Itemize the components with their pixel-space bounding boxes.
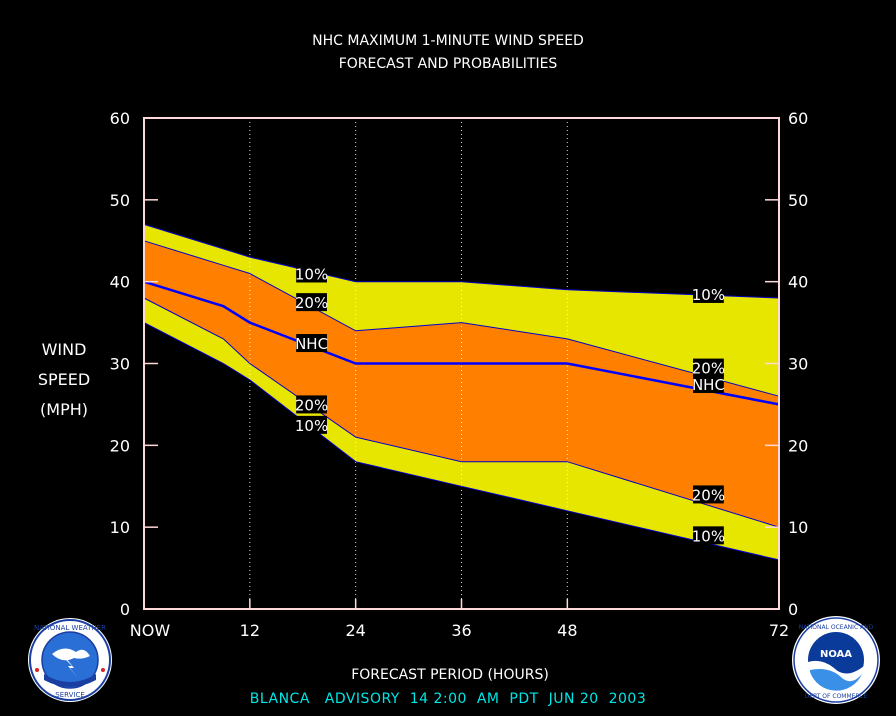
band-label-5: 10% [692, 286, 725, 304]
x-tick-label-72: 72 [769, 621, 789, 640]
band-label-bg-5 [693, 284, 724, 303]
x-tick-label-48: 48 [557, 621, 577, 640]
band-label-bg-7 [693, 374, 724, 393]
nws-logo-icon: NATIONAL WEATHER SERVICE [28, 618, 112, 702]
axis-ticks: 0 0 10 10 20 20 30 30 40 40 50 50 60 60 NOW 12 24 36 48 72 [110, 109, 809, 640]
y-tick-label-left-0: 0 [120, 600, 130, 619]
y-tick-label-right-20: 20 [788, 436, 808, 455]
advisory-footer: BLANCA ADVISORY 14 2:00 AM PDT JUN 20 20… [250, 691, 646, 707]
y-tick-label-left-60: 60 [110, 109, 130, 128]
y-tick-label-right-40: 40 [788, 273, 808, 292]
band-label-8: 20% [692, 486, 725, 504]
y-axis-label-line2: SPEED [38, 370, 90, 389]
x-tick-label-12: 12 [240, 621, 260, 640]
x-tick-label-now: NOW [130, 621, 171, 640]
series-line-lower-20pct [143, 297, 780, 528]
band-label-4: 10% [295, 417, 328, 435]
y-tick-label-left-50: 50 [110, 191, 130, 210]
y-axis-label-line3: (MPH) [40, 400, 88, 419]
noaa-logo-icon: NOAA NATIONAL OCEANIC AND DEPT OF COMMER… [792, 616, 880, 704]
y-tick-label-right-60: 60 [788, 109, 808, 128]
chart-title-line2: FORECAST AND PROBABILITIES [339, 56, 558, 72]
y-tick-label-right-30: 30 [788, 355, 808, 374]
svg-text:NOAA: NOAA [820, 649, 852, 660]
svg-text:DEPT OF COMMERCE: DEPT OF COMMERCE [805, 693, 868, 700]
y-tick-label-left-30: 30 [110, 355, 130, 374]
y-axis-label-line1: WIND [42, 340, 87, 359]
y-tick-label-left-10: 10 [110, 518, 130, 537]
band-label-bg-4 [296, 415, 327, 434]
svg-text:NATIONAL WEATHER: NATIONAL WEATHER [34, 624, 106, 632]
band-label-bg-0 [296, 264, 327, 283]
y-tick-label-left-20: 20 [110, 436, 130, 455]
y-tick-label-right-0: 0 [788, 600, 798, 619]
series-line-nhc [143, 280, 780, 406]
chart-title-line1: NHC MAXIMUM 1-MINUTE WIND SPEED [312, 33, 584, 49]
series-line-lower-10pct [143, 322, 780, 561]
x-tick-label-36: 36 [451, 621, 471, 640]
band-label-2: NHC [295, 335, 328, 353]
x-axis-label: FORECAST PERIOD (HOURS) [351, 667, 549, 683]
band-20-percent [144, 240, 779, 528]
y-tick-label-right-50: 50 [788, 191, 808, 210]
x-tick-label-24: 24 [345, 621, 365, 640]
y-tick-label-right-10: 10 [788, 518, 808, 537]
band-label-bg-1 [296, 293, 327, 312]
band-label-6: 20% [692, 360, 725, 378]
series-line-upper-10pct [143, 223, 780, 299]
y-tick-label-left-40: 40 [110, 273, 130, 292]
band-label-0: 10% [295, 265, 328, 283]
series-lines [143, 223, 780, 561]
band-label-9: 10% [692, 527, 725, 545]
svg-text:NATIONAL OCEANIC AND: NATIONAL OCEANIC AND [799, 624, 874, 631]
band-label-bg-3 [296, 395, 327, 414]
band-label-7: NHC [692, 376, 725, 394]
band-label-bg-6 [693, 358, 724, 377]
band-label-3: 20% [295, 396, 328, 414]
band-label-1: 20% [295, 294, 328, 312]
band-label-bg-2 [296, 334, 327, 353]
band-label-bg-9 [693, 526, 724, 545]
svg-text:SERVICE: SERVICE [55, 691, 85, 699]
series-line-upper-20pct [143, 240, 780, 397]
band-label-bg-8 [693, 485, 724, 504]
